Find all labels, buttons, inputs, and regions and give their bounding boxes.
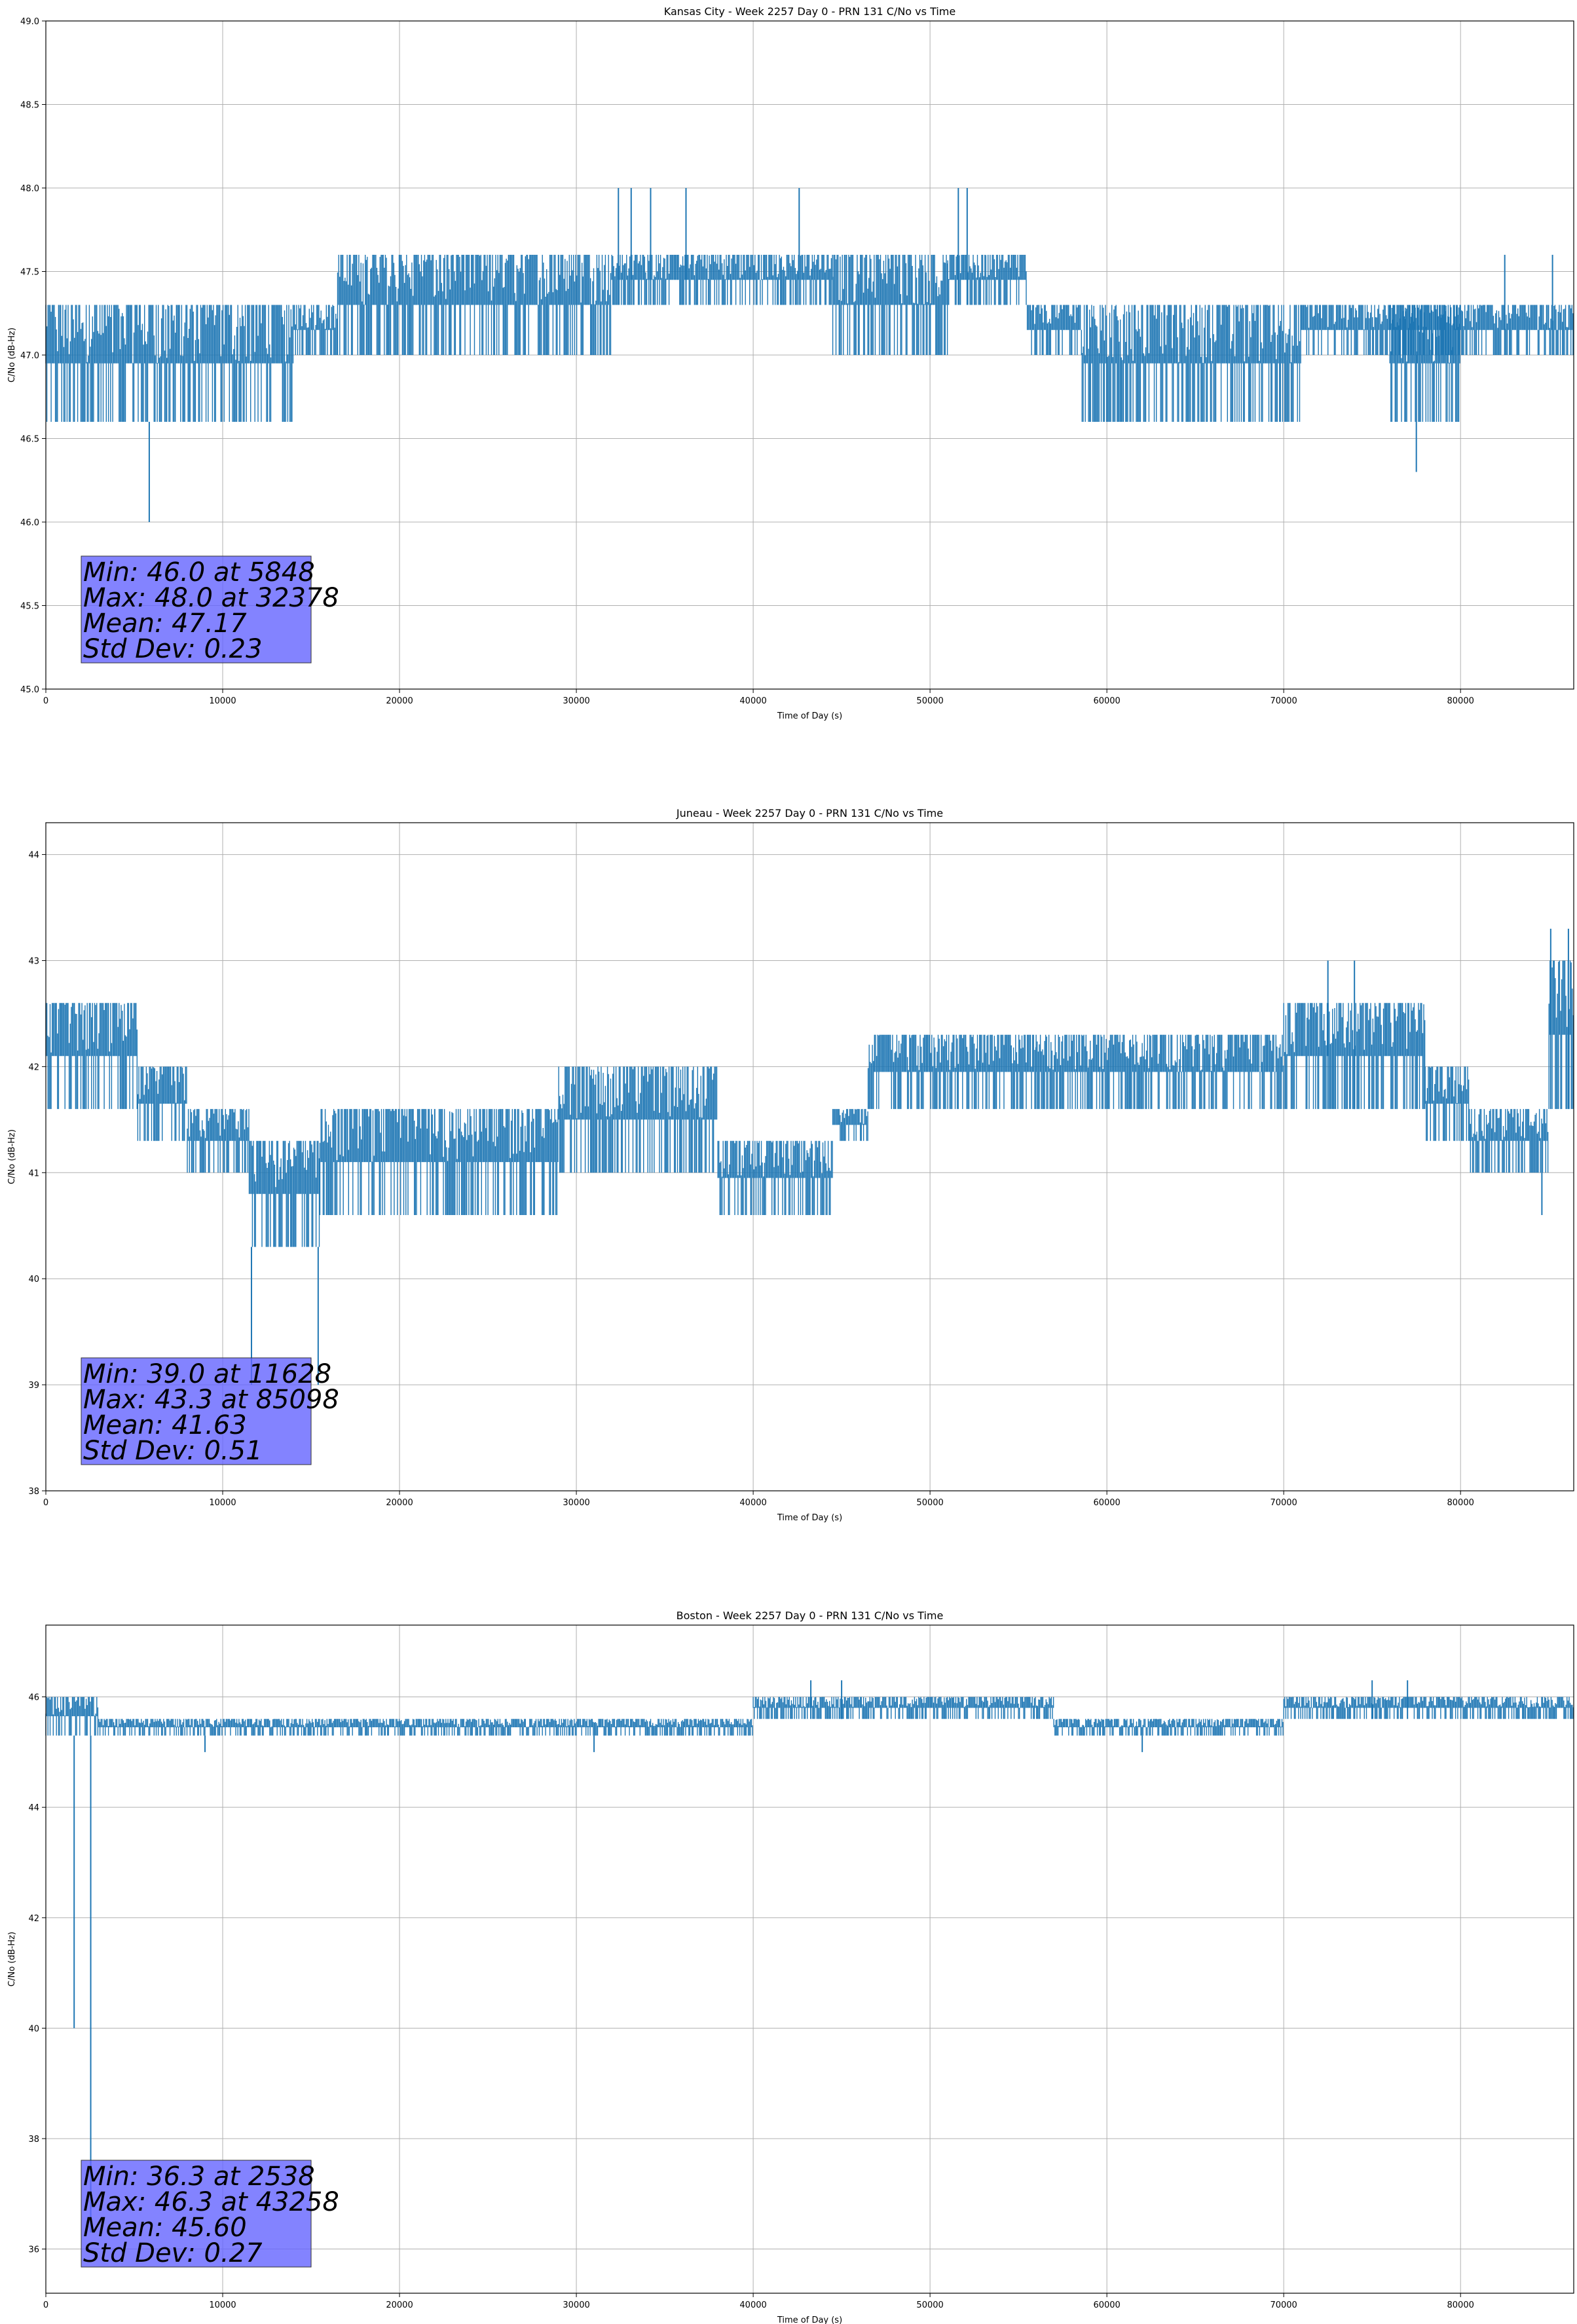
- y-tick-label: 42: [28, 1914, 39, 1924]
- x-tick-label: 30000: [563, 696, 589, 706]
- x-axis-label: Time of Day (s): [777, 711, 842, 721]
- stats-line: Max: 48.0 at 32378: [83, 583, 339, 613]
- stats-line: Std Dev: 0.27: [83, 2238, 263, 2268]
- axes-frame: [45, 1624, 1574, 2294]
- x-tick-label: 80000: [1447, 1498, 1474, 1508]
- stats-line: Mean: 45.60: [83, 2213, 247, 2243]
- stats-line: Mean: 47.17: [83, 609, 247, 639]
- y-tick-label: 38: [28, 2135, 39, 2145]
- stats-line: Max: 46.3 at 43258: [83, 2187, 339, 2217]
- x-tick-label: 70000: [1270, 1498, 1297, 1508]
- x-tick-label: 10000: [209, 696, 236, 706]
- y-tick-label: 41: [28, 1169, 39, 1178]
- chart-panel-3: 0 10000 20000 30000 40000 50000 60000 70000 8000…: [7, 1609, 1574, 2324]
- chart-title: Boston - Week 2257 Day 0 - PRN 131 C/No …: [677, 1609, 944, 1622]
- y-tick-label: 43: [28, 956, 39, 966]
- x-tick-label: 50000: [916, 696, 943, 706]
- y-tick-label: 47.0: [20, 351, 39, 361]
- x-tick-label: 0: [43, 2300, 48, 2310]
- stats-line: Min: 39.0 at 11628: [83, 1359, 331, 1389]
- y-tick-label: 40: [28, 2024, 39, 2034]
- x-tick-label: 40000: [739, 1498, 766, 1508]
- axes-frame: [45, 822, 1574, 1491]
- x-tick-label: 50000: [916, 1498, 943, 1508]
- stats-line: Max: 43.3 at 85098: [83, 1385, 339, 1415]
- y-axis-label: C/No (dB-Hz): [7, 1129, 17, 1184]
- y-tick-label: 39: [28, 1381, 39, 1391]
- y-tick-label: 46.0: [20, 518, 39, 528]
- x-tick-label: 80000: [1447, 696, 1474, 706]
- y-tick-label: 40: [28, 1275, 39, 1284]
- x-tick-label: 10000: [209, 1498, 236, 1508]
- x-tick-label: 30000: [563, 1498, 589, 1508]
- x-tick-label: 60000: [1093, 1498, 1120, 1508]
- stats-box: [81, 2160, 312, 2268]
- stats-line: Mean: 41.63: [83, 1410, 247, 1440]
- y-tick-label: 48.0: [20, 184, 39, 194]
- x-tick-label: 70000: [1270, 696, 1297, 706]
- chart-title: Kansas City - Week 2257 Day 0 - PRN 131 …: [664, 5, 955, 18]
- x-tick-label: 50000: [916, 2300, 943, 2310]
- y-tick-label: 45.0: [20, 685, 39, 695]
- x-tick-label: 10000: [209, 2300, 236, 2310]
- axes-frame: [45, 20, 1574, 690]
- stats-line: Std Dev: 0.23: [83, 634, 263, 664]
- stats-line: Std Dev: 0.51: [83, 1436, 263, 1466]
- x-axis-label: Time of Day (s): [777, 2315, 842, 2324]
- stats-line: Min: 46.0 at 5848: [83, 557, 315, 588]
- chart-panel-2: 0 10000 20000 30000 40000 50000 60000 70000 8000…: [7, 807, 1574, 1523]
- y-tick-label: 48.5: [20, 101, 39, 111]
- x-tick-label: 70000: [1270, 2300, 1297, 2310]
- stats-box: [81, 1357, 312, 1465]
- y-tick-label: 45.5: [20, 602, 39, 612]
- y-tick-label: 38: [28, 1487, 39, 1497]
- x-tick-label: 0: [43, 696, 48, 706]
- y-axis-label: C/No (dB-Hz): [7, 328, 17, 383]
- x-tick-label: 20000: [386, 2300, 413, 2310]
- x-tick-label: 0: [43, 1498, 48, 1508]
- y-tick-label: 46.5: [20, 435, 39, 445]
- x-tick-label: 40000: [739, 696, 766, 706]
- x-tick-label: 60000: [1093, 2300, 1120, 2310]
- y-axis-label: C/No (dB-Hz): [7, 1932, 17, 1987]
- x-tick-label: 60000: [1093, 696, 1120, 706]
- y-tick-label: 47.5: [20, 268, 39, 278]
- x-tick-label: 30000: [563, 2300, 589, 2310]
- y-tick-label: 46: [28, 1693, 39, 1703]
- x-tick-label: 80000: [1447, 2300, 1474, 2310]
- stats-line: Min: 36.3 at 2538: [83, 2162, 315, 2192]
- y-tick-label: 42: [28, 1062, 39, 1072]
- x-tick-label: 20000: [386, 1498, 413, 1508]
- y-tick-label: 44: [28, 1803, 39, 1813]
- x-axis-label: Time of Day (s): [777, 1513, 842, 1523]
- y-tick-label: 44: [28, 851, 39, 861]
- x-tick-label: 40000: [739, 2300, 766, 2310]
- y-tick-label: 36: [28, 2245, 39, 2255]
- y-tick-label: 49.0: [20, 17, 39, 27]
- stats-box: [81, 555, 312, 664]
- x-tick-label: 20000: [386, 696, 413, 706]
- chart-title: Juneau - Week 2257 Day 0 - PRN 131 C/No …: [676, 807, 943, 819]
- chart-panel-1: 0 10000 20000 30000 40000 50000 60000 70000 8000…: [7, 5, 1574, 721]
